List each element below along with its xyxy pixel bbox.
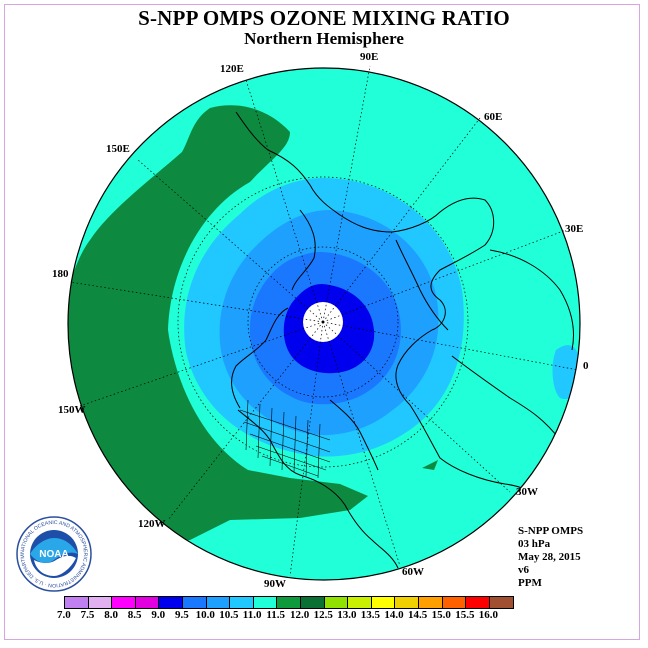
noaa-logo: NATIONAL OCEANIC AND ATMOSPHERIC ADMINIS… [16, 516, 92, 592]
lon-label-180: 180 [52, 268, 69, 280]
colorbar-swatch [324, 597, 349, 608]
lon-label-90e: 90E [360, 51, 379, 63]
lon-label-30w: 30W [516, 486, 538, 498]
colorbar-tick-label: 12.5 [313, 609, 333, 621]
pressure-level: 03 hPa [518, 538, 551, 550]
lon-label-30e: 30E [565, 223, 584, 235]
colorbar-swatch [371, 597, 396, 608]
colorbar-swatch [418, 597, 443, 608]
units: PPM [518, 577, 542, 589]
us-state-grid [239, 399, 331, 479]
lon-label-0: 0 [583, 360, 589, 372]
colorbar-swatch [65, 597, 89, 608]
colorbar-tick-label: 8.0 [104, 609, 118, 621]
colorbar-tick-label: 11.5 [266, 609, 286, 621]
map-outline [67, 67, 581, 581]
colorbar-tick-label: 13.5 [360, 609, 381, 621]
info-block: S-NPP OMPS 03 hPa May 28, 2015 v6 PPM [518, 525, 583, 590]
colorbar-swatch [395, 597, 419, 608]
colorbar-swatch [230, 597, 254, 608]
colorbar-swatch [112, 597, 136, 608]
colorbar [64, 596, 515, 609]
lon-label-120e: 120E [220, 63, 244, 75]
colorbar-tick-label: 7.0 [57, 609, 71, 621]
ozone-fill-11-5 [68, 105, 368, 560]
coastlines [231, 111, 574, 569]
colorbar-swatch [466, 597, 490, 608]
colorbar-tick-label: 16.0 [478, 609, 499, 621]
colorbar-swatch [182, 597, 207, 608]
colorbar-tick-label: 11.0 [242, 609, 262, 621]
chart-title: S-NPP OMPS OZONE MIXING RATIO [138, 6, 510, 30]
colorbar-tick-label: 14.0 [384, 609, 404, 621]
colorbar-swatch [206, 597, 231, 608]
colorbar-tick-label: 9.5 [175, 609, 189, 621]
colorbar-labels: 7.0 7.5 8.0 8.5 9.0 9.5 10.0 10.5 11.0 11.5 12.0 12… [57, 609, 618, 623]
colorbar-tick-label: 15.0 [431, 609, 451, 621]
instrument-name: S-NPP OMPS [518, 525, 584, 537]
colorbar-swatch [300, 597, 325, 608]
colorbar-swatch [135, 597, 160, 608]
colorbar-tick-label: 8.5 [127, 609, 142, 621]
graticule [69, 65, 579, 577]
ozone-patch-11-5 [422, 460, 438, 470]
lon-label-60e: 60E [484, 111, 503, 123]
colorbar-swatch [348, 597, 372, 608]
colorbar-swatch [253, 597, 278, 608]
colorbar-tick-label: 7.5 [80, 609, 95, 621]
chart-subtitle: Northern Hemisphere [244, 29, 404, 48]
colorbar-swatch [277, 597, 301, 608]
colorbar-tick-label: 15.5 [455, 609, 475, 621]
observation-date: May 28, 2015 [518, 551, 581, 563]
colorbar-tick-label: 10.5 [219, 609, 239, 621]
colorbar-swatch [489, 597, 514, 608]
colorbar-tick-label: 10.0 [195, 609, 215, 621]
lon-label-150e: 150E [106, 143, 130, 155]
colorbar-tick-label: 9.0 [151, 609, 166, 621]
colorbar-swatch [159, 597, 183, 608]
lon-label-150w: 150W [58, 404, 86, 416]
product-version: v6 [518, 564, 529, 576]
noaa-wordmark: NOAA [39, 549, 68, 560]
lon-label-90w: 90W [264, 578, 286, 590]
colorbar-tick-label: 12.0 [290, 609, 310, 621]
ozone-field [68, 68, 580, 580]
colorbar-tick-label: 13.0 [337, 609, 357, 621]
lon-label-120w: 120W [138, 518, 166, 530]
lon-label-60w: 60W [402, 566, 424, 578]
colorbar-swatch [88, 597, 113, 608]
figure-frame [4, 4, 640, 640]
colorbar-swatch [442, 597, 467, 608]
colorbar-tick-label: 14.5 [408, 609, 428, 621]
